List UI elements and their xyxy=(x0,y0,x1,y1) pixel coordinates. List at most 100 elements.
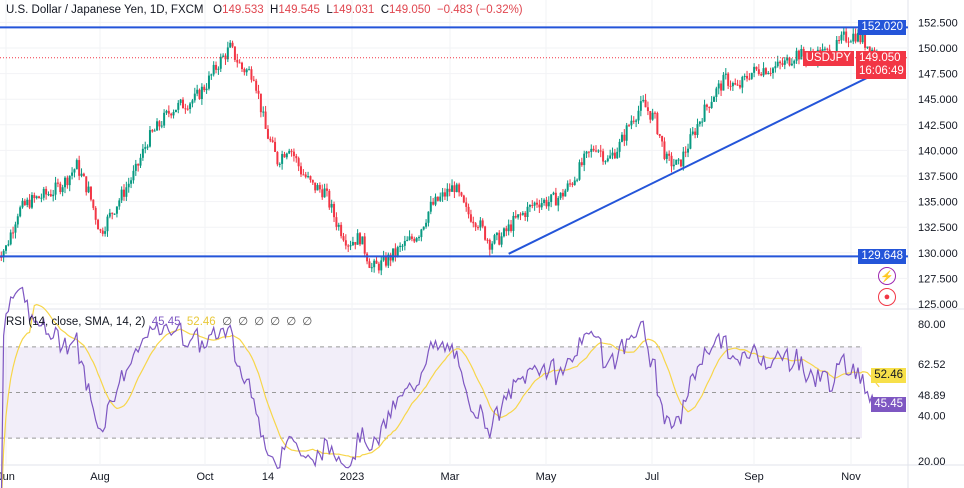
candle-body xyxy=(123,189,125,197)
candle-body xyxy=(186,108,189,110)
candle-body xyxy=(849,41,852,43)
candle-body xyxy=(484,226,487,240)
candle-body xyxy=(477,227,479,229)
candle-body xyxy=(148,130,151,147)
candle-body xyxy=(618,141,621,152)
candle-body xyxy=(519,214,522,216)
candle-body xyxy=(462,195,465,203)
candle-body xyxy=(418,237,420,239)
candle-body xyxy=(156,121,159,131)
candle-body xyxy=(859,32,862,43)
candle-body xyxy=(330,203,333,208)
candle-body xyxy=(281,154,284,164)
candle-body xyxy=(689,134,692,149)
candle-body xyxy=(47,194,50,196)
candle-body xyxy=(736,84,739,86)
candle-body xyxy=(488,239,491,250)
candle-body xyxy=(691,131,694,135)
candle-body xyxy=(517,214,520,218)
candle-body xyxy=(552,192,555,195)
candle-body xyxy=(292,151,295,157)
candle-body xyxy=(30,195,33,208)
candle-body xyxy=(663,141,666,159)
candle-body xyxy=(469,214,472,222)
candle-body xyxy=(340,224,343,237)
candle-body xyxy=(748,78,751,80)
candle-body xyxy=(446,188,449,197)
candle-body xyxy=(675,159,678,165)
rsi-title: RSI (14, close, SMA, 14, 2) xyxy=(6,316,146,328)
candle-body xyxy=(649,111,652,120)
candle-body xyxy=(569,183,572,185)
candle-body xyxy=(703,104,706,122)
candle-body xyxy=(741,76,744,88)
candle-body xyxy=(717,83,720,89)
candle-body xyxy=(215,64,218,70)
candle-body xyxy=(443,192,446,197)
candle-body xyxy=(318,185,321,190)
candle-body xyxy=(137,163,140,166)
empty-value: ∅ xyxy=(302,316,319,328)
y-tick-label: 135.000 xyxy=(918,197,958,209)
y-tick-label: 140.000 xyxy=(918,145,958,157)
candle-body xyxy=(845,31,848,42)
candle-body xyxy=(679,159,682,167)
rsi-line xyxy=(0,286,880,488)
candle-body xyxy=(580,162,583,166)
candle-body xyxy=(769,72,772,74)
candle-body xyxy=(49,194,52,197)
candle-body xyxy=(757,69,760,75)
candle-body xyxy=(45,188,48,195)
candle-body xyxy=(40,197,43,199)
rsi-y-tick-label: 20.00 xyxy=(918,456,946,468)
candle-body xyxy=(283,154,286,158)
symbol-legend: U.S. Dollar / Japanese Yen, 1D, FXCM O14… xyxy=(6,4,523,16)
candle-body xyxy=(585,151,588,154)
y-tick-label: 142.500 xyxy=(918,120,958,132)
candle-body xyxy=(571,183,574,185)
candle-body xyxy=(233,46,236,60)
empty-value: ∅ xyxy=(254,316,271,328)
record-icon[interactable]: ● xyxy=(878,288,896,306)
candle-body xyxy=(694,131,697,135)
candle-body xyxy=(779,61,782,64)
low-value: 149.031 xyxy=(332,4,375,16)
rsi-legend[interactable]: RSI (14, close, SMA, 14, 2) 45.45 52.46 … xyxy=(6,314,318,328)
candle-body xyxy=(540,202,543,208)
candle-body xyxy=(460,192,463,196)
candle-body xyxy=(481,220,484,227)
candle-body xyxy=(26,199,29,206)
candle-body xyxy=(80,173,83,176)
candle-body xyxy=(373,260,376,268)
candle-body xyxy=(557,197,560,206)
candle-body xyxy=(526,206,529,217)
candle-body xyxy=(127,183,130,188)
x-tick-label: 14 xyxy=(262,471,274,483)
candle-body xyxy=(864,34,867,48)
candle-body xyxy=(724,73,727,75)
candle-body xyxy=(729,85,732,87)
candle-body xyxy=(734,83,737,85)
candle-body xyxy=(54,182,57,195)
candle-body xyxy=(56,182,59,184)
candle-body xyxy=(309,176,312,180)
candle-body xyxy=(238,62,241,64)
low-label: L xyxy=(326,4,333,16)
candle-body xyxy=(592,148,595,151)
candle-body xyxy=(410,236,413,239)
candle-body xyxy=(9,232,12,245)
rsi-sma-badge: 52.46 xyxy=(871,368,906,383)
candle-body xyxy=(644,99,647,108)
candle-body xyxy=(436,196,439,201)
candle-body xyxy=(486,239,489,241)
candle-body xyxy=(94,207,97,220)
candle-body xyxy=(731,83,734,87)
lightning-icon[interactable]: ⚡ xyxy=(878,267,896,285)
candle-body xyxy=(101,230,104,234)
x-tick-label: Jul xyxy=(645,471,659,483)
candle-body xyxy=(179,99,182,103)
candle-body xyxy=(363,236,366,254)
candle-body xyxy=(163,112,166,126)
candle-body xyxy=(606,158,609,162)
